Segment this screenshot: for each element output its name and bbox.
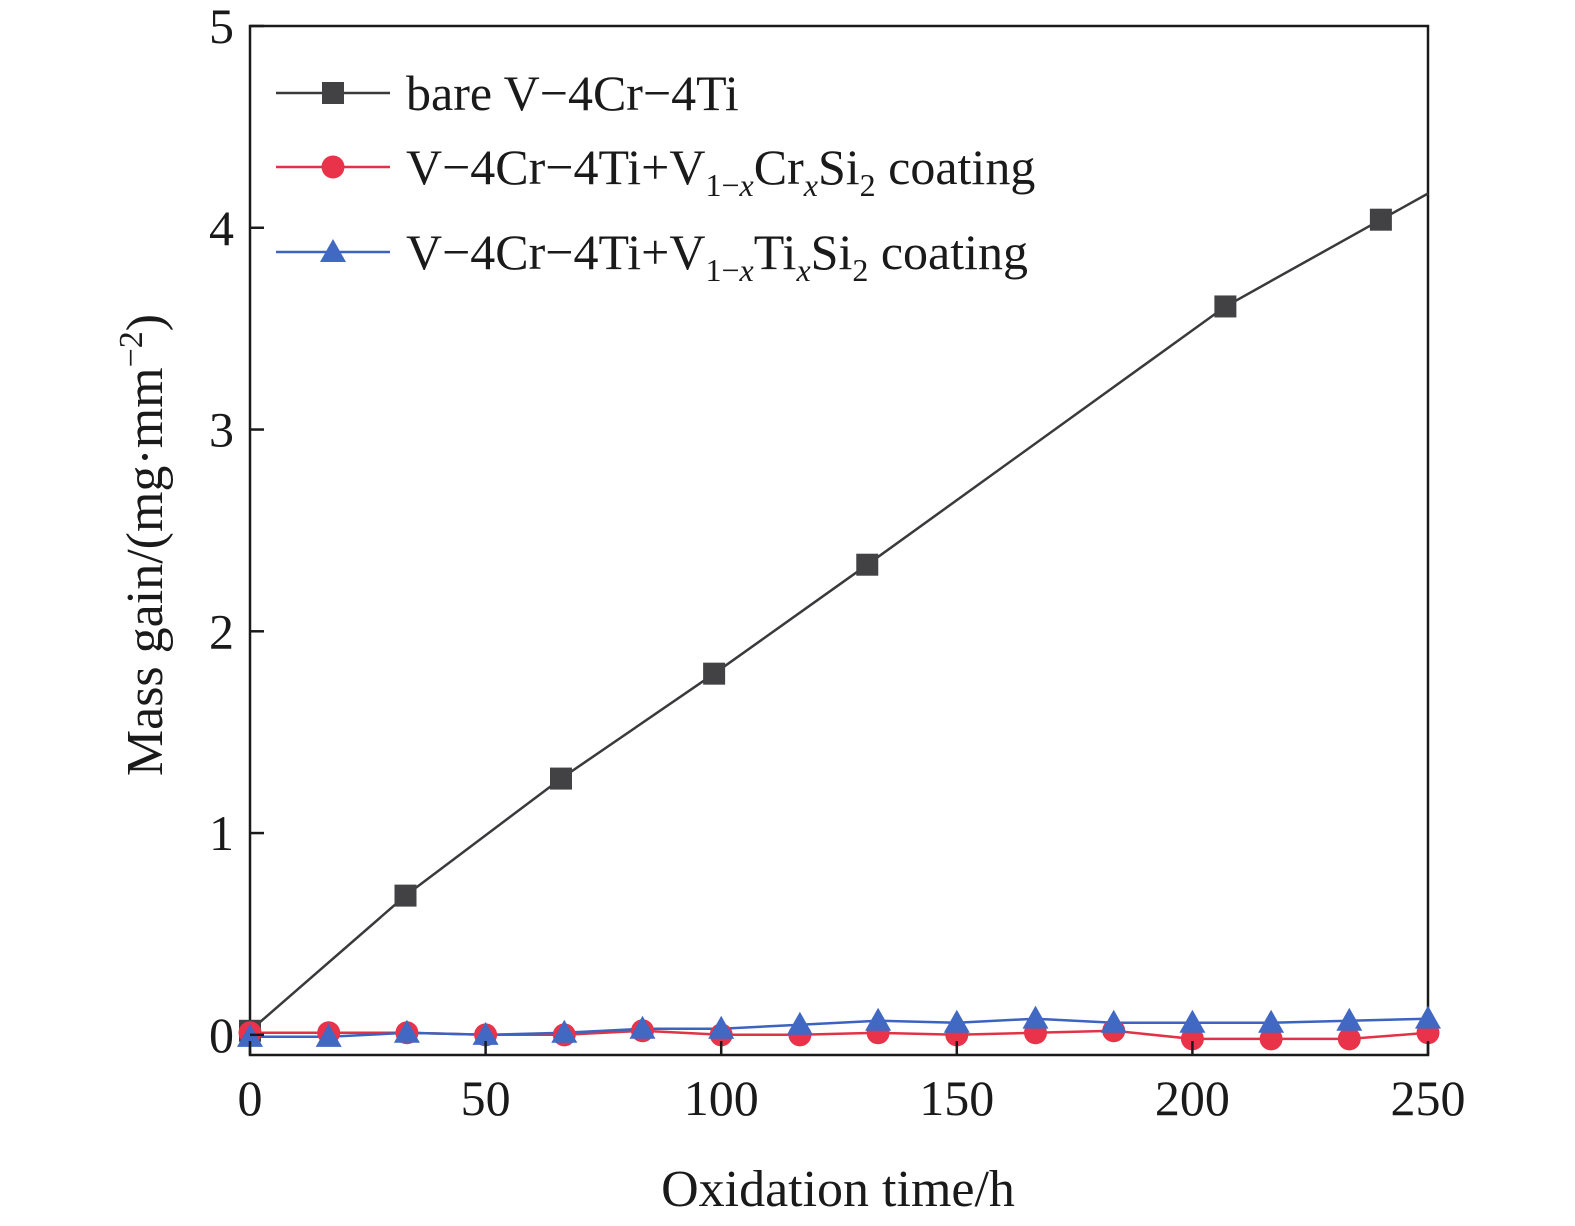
legend-label-part: Ti [754, 224, 797, 280]
legend-label-part: 1− [706, 167, 740, 203]
legend-label-part: V−4Cr−4Ti+V [406, 139, 706, 195]
legend-label-part: x [803, 167, 818, 203]
y-tick-label: 2 [209, 603, 234, 659]
x-tick-label: 150 [919, 1070, 994, 1126]
legend-label-part: 1− [706, 252, 740, 288]
series-1-point [1337, 1027, 1361, 1051]
x-tick-label: 50 [461, 1070, 511, 1126]
legend-label-0: bare V−4Cr−4Ti [406, 65, 739, 121]
legend-label-part: 2 [860, 167, 876, 203]
legend-marker-2 [320, 239, 346, 262]
legend-label-part: x [739, 252, 754, 288]
series-2-point [865, 1007, 892, 1031]
series-0-point [394, 884, 417, 907]
series-2-point [551, 1019, 578, 1043]
series-lines [249, 192, 1429, 1041]
series-0-point [856, 553, 879, 576]
legend-label-1: V−4Cr−4Ti+V1−xCrxSi2 coating [406, 139, 1035, 203]
series-2-point [1336, 1007, 1363, 1031]
y-tick-label: 4 [209, 200, 234, 256]
legend-marker-0 [322, 82, 344, 104]
series-2-point [472, 1021, 499, 1045]
legend-label-2: V−4Cr−4Ti+V1−xTixSi2 coating [406, 224, 1028, 288]
legend-label-part: x [739, 167, 754, 203]
y-axis-title: Mass gain/(mg·mm−2) [113, 314, 174, 776]
y-tick-label: 0 [209, 1007, 234, 1063]
y-axis-title-sup: −2 [113, 331, 150, 367]
series-2-point [1258, 1009, 1285, 1033]
series-2-line [250, 1017, 1429, 1039]
series-0-point [703, 662, 726, 685]
plot-area-border [248, 24, 1430, 1057]
y-tick-label: 5 [209, 0, 234, 54]
y-axis-title-prefix: Mass gain/(mg·mm [117, 367, 174, 776]
y-axis-title-suffix: ) [117, 314, 174, 331]
series-0-line [249, 192, 1429, 1032]
y-tick-label: 3 [209, 402, 234, 458]
x-axis-title: Oxidation time/h [661, 1161, 1015, 1218]
x-tick-label: 0 [238, 1070, 263, 1126]
x-tick-label: 100 [684, 1070, 759, 1126]
series-0-point [549, 767, 572, 790]
series-2-point [1415, 1005, 1441, 1029]
series-1-point [1180, 1027, 1204, 1051]
x-axis-ticks: 0 50 100 150 200 250 [238, 1041, 1466, 1126]
legend-label-part: bare V−4Cr−4Ti [406, 65, 739, 121]
series-0-point [1369, 208, 1392, 231]
series-2-point [629, 1015, 656, 1039]
x-tick-label: 200 [1155, 1070, 1230, 1126]
legend-label-part: x [795, 252, 810, 288]
legend-label-part: Cr [754, 139, 804, 195]
series-2-point [1179, 1009, 1206, 1033]
y-tick-label: 1 [209, 805, 234, 861]
legend-label-part: Si [818, 139, 860, 195]
series-2-point [1100, 1009, 1127, 1033]
y-axis-ticks: 0 1 2 3 4 5 [209, 0, 264, 1063]
legend-label-part: 2 [852, 252, 868, 288]
series-2-point [1022, 1005, 1049, 1029]
series-1-line [250, 1029, 1429, 1041]
series-0-point [1214, 295, 1237, 318]
plot-frame [248, 24, 1430, 1057]
series-2-point [393, 1019, 420, 1043]
x-tick-label: 250 [1391, 1070, 1466, 1126]
series-markers [237, 208, 1441, 1051]
legend-label-part: Si [811, 224, 853, 280]
series-2-point [708, 1015, 735, 1039]
legend-label-part: coating [868, 224, 1028, 280]
legend-label-part: coating [876, 139, 1036, 195]
series-2-point [786, 1011, 813, 1035]
series-2-point [943, 1009, 970, 1033]
legend-marker-1 [321, 155, 345, 179]
series-2-point [315, 1023, 342, 1047]
series-1-point [1259, 1027, 1283, 1051]
legend-label-part: V−4Cr−4Ti+V [406, 224, 706, 280]
